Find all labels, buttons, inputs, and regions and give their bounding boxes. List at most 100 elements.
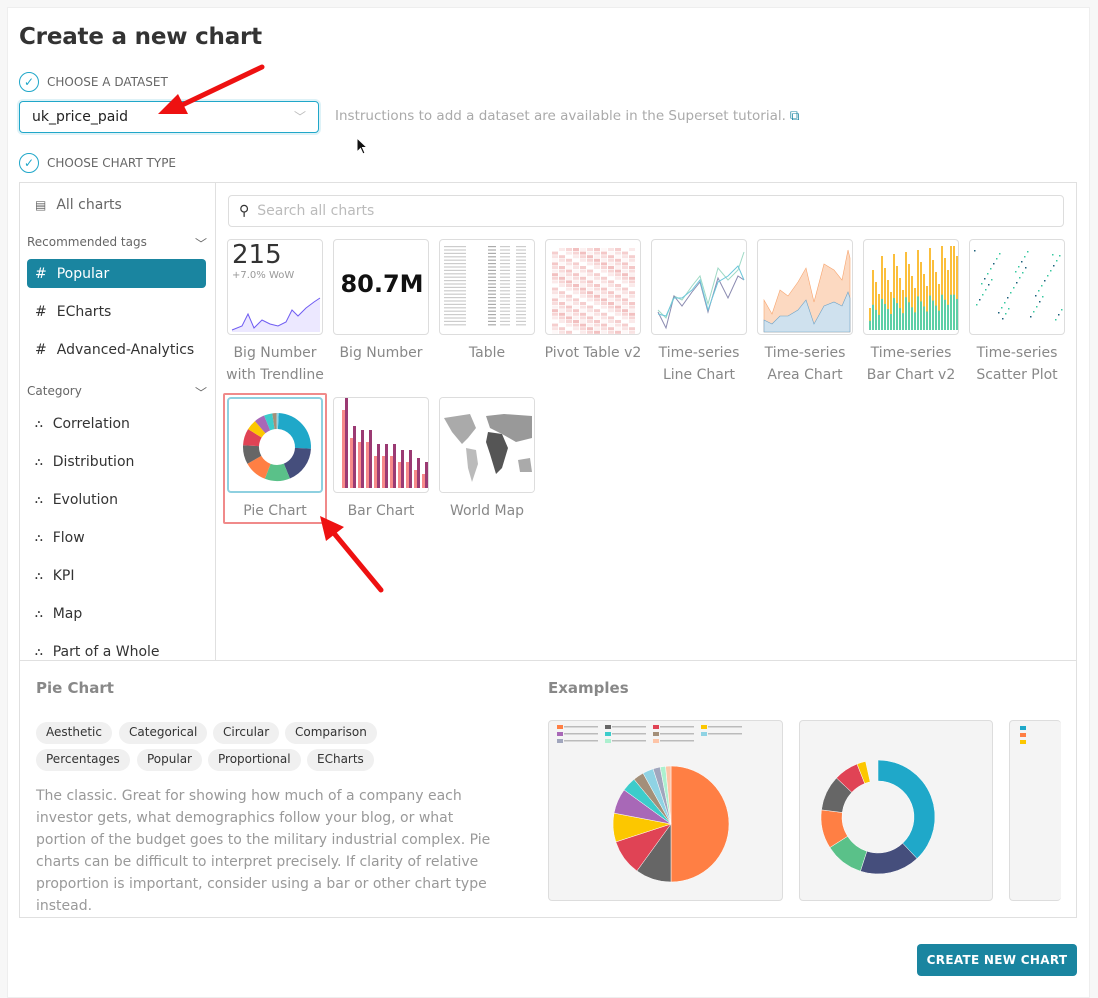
sidebar-item-category[interactable]: ⛬ Correlation bbox=[27, 409, 206, 438]
section-heading: Recommended tags bbox=[27, 235, 147, 249]
shapes-icon: ⛬ bbox=[35, 416, 43, 430]
sidebar-item-category[interactable]: ⛬ Evolution bbox=[27, 485, 206, 514]
chart-thumbnail bbox=[758, 240, 852, 334]
example-pie-image bbox=[548, 720, 783, 901]
shapes-icon: ⛬ bbox=[35, 606, 43, 620]
sidebar-item-echarts[interactable]: # ECharts bbox=[27, 297, 206, 326]
step-label: CHOOSE A DATASET bbox=[47, 75, 168, 89]
dataset-select-value: uk_price_paid bbox=[32, 109, 129, 125]
divider bbox=[19, 660, 1077, 661]
dataset-select[interactable]: uk_price_paid ﹀ bbox=[19, 101, 319, 133]
sidebar-item-category[interactable]: ⛬ Map bbox=[27, 599, 206, 628]
chart-tile[interactable] bbox=[439, 239, 535, 335]
check-circle-icon: ✓ bbox=[19, 153, 39, 173]
step-label: CHOOSE CHART TYPE bbox=[47, 156, 177, 170]
step-choose-chart-type: ✓ CHOOSE CHART TYPE bbox=[19, 153, 176, 173]
selected-chart-title: Pie Chart bbox=[36, 679, 114, 697]
tag-chip: ECharts bbox=[307, 749, 374, 771]
chart-description: The classic. Great for showing how much … bbox=[36, 788, 491, 914]
chart-tile-label[interactable]: World Map bbox=[449, 503, 525, 519]
sidebar-item-label: Correlation bbox=[52, 415, 130, 432]
search-placeholder: Search all charts bbox=[257, 203, 375, 219]
preview-sub: +7.0% WoW bbox=[232, 270, 295, 281]
sidebar-item-advanced-analytics[interactable]: # Advanced-Analytics bbox=[27, 335, 206, 364]
preview-number: 80.7M bbox=[340, 270, 424, 298]
tag-chip: Percentages bbox=[36, 749, 130, 771]
sidebar-item-label: Popular bbox=[56, 265, 110, 282]
example-donut-picture bbox=[820, 759, 936, 875]
chart-thumbnail bbox=[334, 398, 428, 492]
chart-tile[interactable] bbox=[863, 239, 959, 335]
shapes-icon: ⛬ bbox=[35, 530, 43, 544]
create-new-chart-button[interactable]: CREATE NEW CHART bbox=[917, 944, 1077, 976]
tag-chip: Popular bbox=[137, 749, 202, 771]
check-circle-icon: ✓ bbox=[19, 72, 39, 92]
category-header[interactable]: Category ﹀ bbox=[27, 384, 207, 401]
chevron-down-icon: ﹀ bbox=[194, 386, 207, 400]
tag-chip: Aesthetic bbox=[36, 722, 112, 744]
recommended-tags-header[interactable]: Recommended tags ﹀ bbox=[27, 235, 207, 252]
chart-tile[interactable] bbox=[969, 239, 1065, 335]
sidebar-item-label: Flow bbox=[52, 529, 85, 546]
chart-tile-label[interactable]: Bar Chart bbox=[347, 503, 415, 519]
example-pie-image-3 bbox=[1009, 720, 1061, 901]
chart-thumbnail bbox=[440, 240, 534, 334]
chart-tile-label[interactable]: Time-series Bar Chart v2 bbox=[866, 345, 956, 383]
tag-chip: Categorical bbox=[119, 722, 208, 744]
example-donut-image bbox=[799, 720, 993, 901]
chart-tile[interactable] bbox=[227, 397, 323, 493]
chart-tile-label[interactable]: Time-series Scatter Plot bbox=[976, 345, 1058, 383]
external-link-icon[interactable]: ⧉ bbox=[789, 108, 800, 124]
dataset-instructions: Instructions to add a dataset are availa… bbox=[335, 108, 800, 124]
shapes-icon: ⛬ bbox=[35, 492, 43, 506]
sidebar-item-label: ECharts bbox=[56, 303, 112, 320]
hash-icon: # bbox=[35, 303, 47, 320]
chart-tile[interactable] bbox=[651, 239, 747, 335]
sidebar-item-label: All charts bbox=[56, 196, 122, 213]
hash-icon: # bbox=[35, 341, 47, 358]
chart-thumbnail bbox=[440, 398, 534, 492]
chart-search-input[interactable]: ⚲ Search all charts bbox=[228, 195, 1064, 227]
hash-icon: # bbox=[35, 265, 47, 282]
chart-tile-label[interactable]: Table bbox=[468, 345, 506, 361]
example-pie-picture bbox=[557, 725, 742, 883]
chart-tile[interactable] bbox=[439, 397, 535, 493]
sidebar-item-category[interactable]: ⛬ Flow bbox=[27, 523, 206, 552]
sidebar-item-label: Advanced-Analytics bbox=[56, 341, 195, 358]
shapes-icon: ⛬ bbox=[35, 644, 43, 658]
sidebar-item-label: Map bbox=[52, 605, 83, 622]
chart-tile[interactable]: 80.7M bbox=[333, 239, 429, 335]
chart-tile-label[interactable]: Big Number with Trendline bbox=[226, 345, 324, 383]
sidebar-item-category[interactable]: ⛬ Part of a Whole bbox=[27, 637, 206, 660]
chart-thumbnail bbox=[652, 240, 746, 334]
chart-tile-label[interactable]: Pie Chart bbox=[243, 503, 307, 519]
mouse-cursor-icon bbox=[356, 137, 369, 155]
preview-number: 215 bbox=[232, 240, 282, 270]
chevron-down-icon: ﹀ bbox=[194, 237, 207, 251]
page-title: Create a new chart bbox=[19, 24, 262, 50]
chart-tile[interactable] bbox=[545, 239, 641, 335]
chart-tile-label[interactable]: Time-series Line Chart bbox=[658, 345, 740, 383]
sidebar-item-label: Part of a Whole bbox=[52, 643, 160, 660]
section-heading: Category bbox=[27, 384, 82, 398]
chart-tile-label[interactable]: Big Number bbox=[339, 345, 423, 361]
chart-thumbnail bbox=[970, 240, 1064, 334]
search-icon: ⚲ bbox=[239, 203, 250, 219]
chart-thumbnail bbox=[229, 399, 321, 491]
sidebar-item-all-charts[interactable]: ▤ All charts bbox=[27, 190, 206, 219]
sidebar-item-category[interactable]: ⛬ Distribution bbox=[27, 447, 206, 476]
table-icon: ▤ bbox=[35, 197, 47, 212]
chart-tile[interactable]: 215 +7.0% WoW bbox=[227, 239, 323, 335]
sidebar-item-popular[interactable]: # Popular bbox=[27, 259, 206, 288]
instructions-text[interactable]: Instructions to add a dataset are availa… bbox=[335, 108, 786, 124]
chart-tile-label[interactable]: Time-series Area Chart bbox=[764, 345, 846, 383]
chevron-down-icon: ﹀ bbox=[293, 110, 306, 124]
tag-chip: Proportional bbox=[208, 749, 301, 771]
selection-highlight bbox=[223, 393, 327, 524]
chart-gallery-panel bbox=[19, 182, 1077, 918]
sidebar-item-category[interactable]: ⛬ KPI bbox=[27, 561, 206, 590]
chart-tile[interactable] bbox=[333, 397, 429, 493]
chart-tile[interactable] bbox=[757, 239, 853, 335]
chart-tile-label[interactable]: Pivot Table v2 bbox=[544, 345, 642, 361]
step-choose-dataset: ✓ CHOOSE A DATASET bbox=[19, 72, 168, 92]
